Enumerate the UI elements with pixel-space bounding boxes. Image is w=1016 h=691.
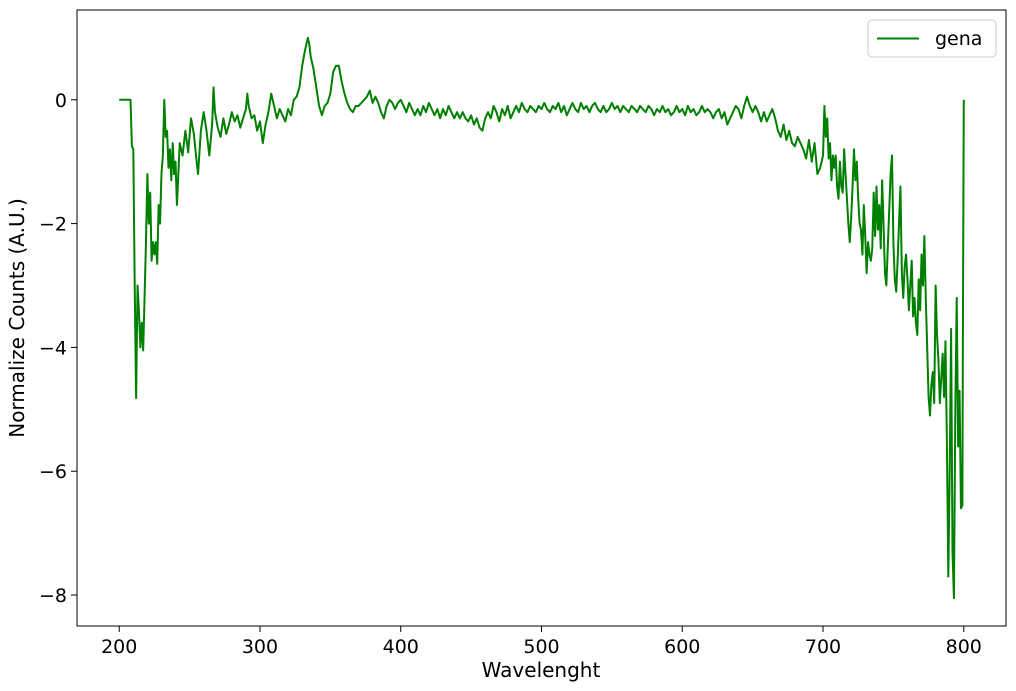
- x-tick-label: 700: [805, 636, 841, 658]
- series-layer: [119, 36, 965, 600]
- y-axis-title: Normalize Counts (A.U.): [5, 198, 29, 438]
- x-tick-label: 300: [242, 636, 278, 658]
- x-tick-label: 800: [946, 636, 982, 658]
- y-axis: 0 −2 −4 −6 −8: [39, 90, 77, 607]
- legend: gena: [867, 19, 997, 58]
- y-tick-label: −4: [39, 337, 67, 359]
- y-tick-label: −6: [39, 461, 67, 483]
- x-axis-title: Wavelenght: [482, 658, 601, 682]
- x-tick-label: 400: [383, 636, 419, 658]
- y-tick-label: −2: [39, 214, 67, 236]
- x-tick-label: 200: [101, 636, 137, 658]
- legend-box: [867, 19, 997, 58]
- y-tick-label: 0: [55, 90, 67, 112]
- x-tick-label: 500: [523, 636, 559, 658]
- x-axis: 200 300 400 500 600 700 800: [101, 626, 982, 658]
- y-tick-label: −8: [39, 585, 67, 607]
- legend-label-gena: gena: [935, 28, 982, 50]
- x-tick-label: 600: [664, 636, 700, 658]
- series-line-gena: [119, 36, 965, 600]
